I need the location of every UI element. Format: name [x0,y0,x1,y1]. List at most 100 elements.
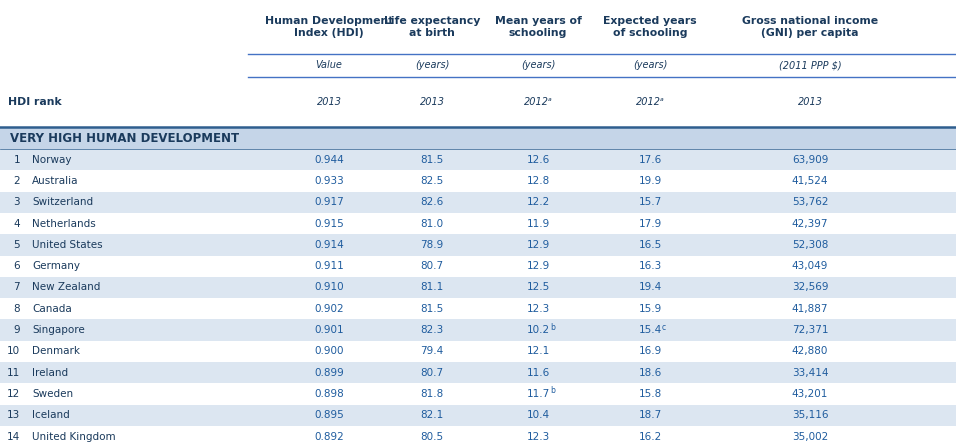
Text: 2: 2 [13,176,20,186]
Bar [0,320,956,341]
Text: (years): (years) [415,60,449,71]
Bar [0,341,956,362]
Text: 11.7: 11.7 [527,389,550,399]
Bar [0,213,956,234]
Text: 81.1: 81.1 [421,283,444,292]
Bar [0,298,956,320]
Text: 12.8: 12.8 [527,176,550,186]
Text: 72,371: 72,371 [792,325,828,335]
Text: 11.6: 11.6 [527,367,550,378]
Text: 41,887: 41,887 [792,304,828,314]
Text: 32,569: 32,569 [792,283,828,292]
Bar [0,234,956,256]
Text: 0.898: 0.898 [315,389,344,399]
Text: 16.5: 16.5 [639,240,662,250]
Text: (2011 PPP $): (2011 PPP $) [779,60,841,71]
Text: 12.9: 12.9 [527,261,550,271]
Text: 80.5: 80.5 [421,431,444,442]
Text: 12: 12 [7,389,20,399]
Text: 63,909: 63,909 [792,155,828,164]
Text: 33,414: 33,414 [792,367,828,378]
Text: 1: 1 [13,155,20,164]
Text: Switzerland: Switzerland [32,197,93,207]
Text: Human Development
Index (HDI): Human Development Index (HDI) [265,16,393,38]
Bar [0,277,956,298]
Text: 19.9: 19.9 [639,176,662,186]
Text: 18.6: 18.6 [639,367,662,378]
Text: 10.2: 10.2 [527,325,550,335]
Bar [0,256,956,277]
Bar [0,362,956,383]
Text: b: b [550,387,554,396]
Text: Singapore: Singapore [32,325,85,335]
Text: 82.1: 82.1 [421,410,444,420]
Text: 42,397: 42,397 [792,219,828,228]
Text: 0.911: 0.911 [315,261,344,271]
Text: 81.0: 81.0 [421,219,444,228]
Text: 2013: 2013 [316,97,341,107]
Text: 80.7: 80.7 [421,367,444,378]
Text: 2012ᵃ: 2012ᵃ [524,97,553,107]
Text: 11: 11 [7,367,20,378]
Text: 16.9: 16.9 [639,346,662,356]
Text: 0.915: 0.915 [315,219,344,228]
Text: 12.2: 12.2 [527,197,550,207]
Text: Australia: Australia [32,176,78,186]
Text: 3: 3 [13,197,20,207]
Text: 0.899: 0.899 [315,367,344,378]
Text: VERY HIGH HUMAN DEVELOPMENT: VERY HIGH HUMAN DEVELOPMENT [10,131,239,144]
Text: 6: 6 [13,261,20,271]
Text: (years): (years) [521,60,555,71]
Text: 12.6: 12.6 [527,155,550,164]
Text: 0.914: 0.914 [315,240,344,250]
Text: 7: 7 [13,283,20,292]
Bar [0,0,956,127]
Text: Ireland: Ireland [32,367,68,378]
Text: 35,116: 35,116 [792,410,828,420]
Bar [0,426,956,447]
Text: 0.901: 0.901 [315,325,344,335]
Text: 81.5: 81.5 [421,155,444,164]
Text: 43,201: 43,201 [792,389,828,399]
Text: 13: 13 [7,410,20,420]
Text: 0.892: 0.892 [315,431,344,442]
Text: Germany: Germany [32,261,80,271]
Text: (years): (years) [633,60,667,71]
Text: 15.8: 15.8 [639,389,662,399]
Text: 4: 4 [13,219,20,228]
Bar [0,383,956,405]
Text: 12.9: 12.9 [527,240,550,250]
Text: 81.8: 81.8 [421,389,444,399]
Text: 12.3: 12.3 [527,304,550,314]
Text: Mean years of
schooling: Mean years of schooling [494,16,581,38]
Text: 0.895: 0.895 [315,410,344,420]
Text: Sweden: Sweden [32,389,73,399]
Text: 12.3: 12.3 [527,431,550,442]
Text: 82.6: 82.6 [421,197,444,207]
Text: b: b [550,323,554,332]
Text: 82.5: 82.5 [421,176,444,186]
Text: 17.9: 17.9 [639,219,662,228]
Text: 0.933: 0.933 [315,176,344,186]
Text: 42,880: 42,880 [792,346,828,356]
Text: 0.944: 0.944 [315,155,344,164]
Text: 2013: 2013 [420,97,445,107]
Text: 9: 9 [13,325,20,335]
Bar [0,127,956,149]
Text: 52,308: 52,308 [792,240,828,250]
Text: 53,762: 53,762 [792,197,828,207]
Text: 82.3: 82.3 [421,325,444,335]
Text: New Zealand: New Zealand [32,283,100,292]
Text: 0.902: 0.902 [315,304,344,314]
Text: United Kingdom: United Kingdom [32,431,116,442]
Text: 0.900: 0.900 [315,346,344,356]
Text: 0.917: 0.917 [315,197,344,207]
Text: 16.2: 16.2 [639,431,662,442]
Text: Netherlands: Netherlands [32,219,96,228]
Text: Denmark: Denmark [32,346,80,356]
Text: 0.910: 0.910 [315,283,344,292]
Text: 12.1: 12.1 [527,346,550,356]
Text: 10.4: 10.4 [527,410,550,420]
Text: c: c [662,323,666,332]
Bar [0,192,956,213]
